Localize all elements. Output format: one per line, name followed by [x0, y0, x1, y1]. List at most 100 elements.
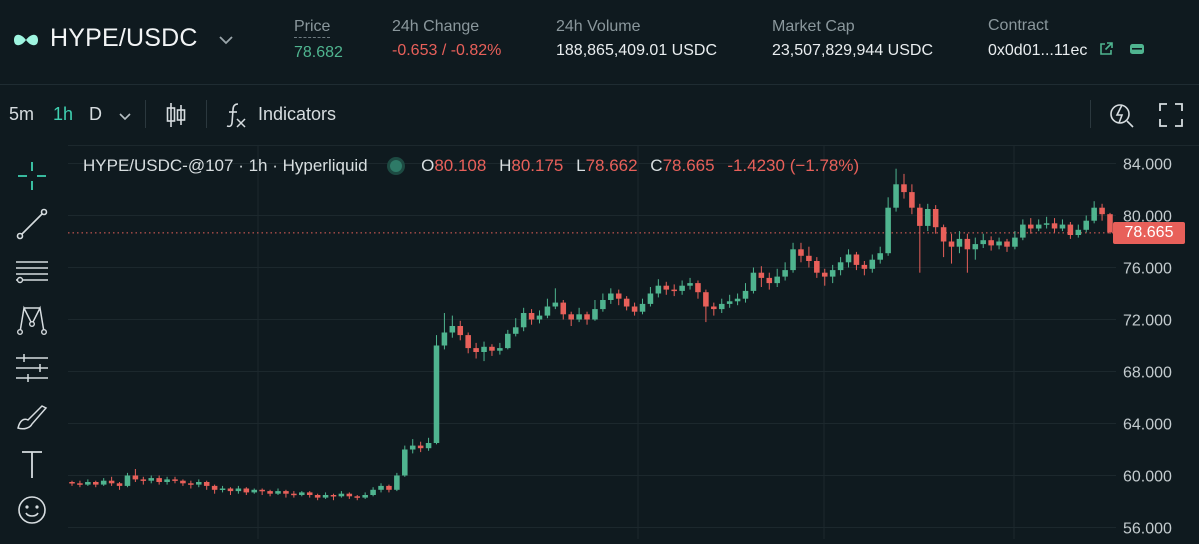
stat-value: 78.682 — [294, 44, 343, 61]
candle-body — [703, 292, 709, 307]
candle-body — [552, 302, 559, 307]
candle-body — [227, 488, 234, 492]
candle-body — [726, 301, 733, 304]
candle-body — [314, 495, 321, 498]
candle-body — [77, 483, 83, 485]
fullscreen-icon[interactable] — [1158, 102, 1184, 128]
trendline-icon[interactable] — [14, 206, 50, 242]
candle-body — [402, 449, 408, 476]
candle-body — [267, 491, 273, 494]
candle-body — [655, 285, 662, 294]
indicators-button[interactable]: Indicators — [258, 104, 337, 124]
candle-body — [695, 283, 701, 293]
candle-body — [497, 348, 503, 351]
stat-contract: Contract 0x0d01...11ec — [988, 17, 1146, 60]
candle-body — [766, 277, 773, 284]
stat-24h-change: 24h Change -0.653 / -0.82% — [392, 18, 501, 60]
candle-body — [338, 493, 345, 497]
candle-body — [188, 483, 194, 485]
brush-icon[interactable] — [14, 398, 50, 434]
measure-icon[interactable] — [14, 350, 50, 386]
candle-body — [600, 300, 606, 310]
interval-1h[interactable]: 1h — [53, 104, 74, 124]
candle-body — [449, 326, 456, 333]
candle-body — [1004, 241, 1010, 247]
legend-close-label: C — [650, 156, 663, 175]
candle-body — [956, 238, 963, 247]
candle-body — [576, 314, 582, 320]
stat-label: 24h Volume — [556, 18, 641, 35]
candle-body — [330, 495, 337, 497]
candle-body — [69, 482, 75, 484]
candle-body — [140, 479, 147, 481]
candle-body — [615, 293, 622, 299]
candle-body — [814, 261, 820, 273]
legend-high-label: H — [499, 156, 512, 175]
candle-body — [1099, 207, 1105, 215]
stat-label: Market Cap — [772, 18, 855, 35]
candle-body — [235, 488, 242, 492]
wallet-icon[interactable] — [1128, 41, 1146, 57]
legend-change: -1.4230 (−1.78%) — [727, 156, 860, 175]
interval-d[interactable]: D — [89, 104, 102, 124]
y-tick-label: 84.000 — [1123, 157, 1172, 174]
interval-5m[interactable]: 5m — [9, 104, 35, 124]
candle-body — [1083, 220, 1090, 230]
legend-open-label: O — [421, 156, 435, 175]
fx-icon[interactable] — [224, 101, 248, 129]
y-tick-label: 68.000 — [1123, 365, 1172, 382]
candle-body — [742, 290, 749, 299]
candle-body — [132, 475, 139, 480]
y-tick-label: 80.000 — [1123, 209, 1172, 226]
candle-body — [275, 491, 281, 494]
candlestick-chart[interactable]: 84.000 80.000 76.000 72.000 68.000 64.000 60.0… — [68, 146, 1199, 539]
horizontal-lines-icon[interactable] — [14, 254, 50, 290]
candle-body — [623, 298, 630, 307]
price-chart[interactable]: 84.000 80.000 76.000 72.000 68.000 64.000 60.0… — [68, 145, 1199, 539]
candle-body — [1027, 224, 1034, 229]
candle-body — [211, 485, 218, 490]
candle-body — [164, 479, 170, 482]
candle-body — [489, 346, 495, 351]
stat-label: Price — [294, 18, 331, 38]
candle-body — [1075, 229, 1082, 235]
market-header: HYPE/USDC Price 78.682 24h Change -0.653… — [0, 0, 1199, 85]
lightning-settings-icon[interactable] — [1108, 100, 1136, 130]
candle-body — [821, 272, 828, 277]
chevron-down-icon[interactable] — [117, 108, 133, 124]
candle-body — [639, 303, 646, 312]
candle-body — [798, 249, 804, 256]
text-icon[interactable] — [14, 446, 50, 482]
external-link-icon[interactable] — [1098, 41, 1114, 57]
stat-label: 24h Change — [392, 18, 480, 35]
candle-body — [829, 270, 836, 277]
crosshair-icon[interactable] — [14, 158, 50, 194]
candle-body — [441, 332, 448, 346]
candle-body — [299, 492, 305, 495]
contract-address: 0x0d01...11ec — [988, 41, 1146, 60]
candle-body — [473, 348, 479, 352]
chevron-down-icon[interactable] — [216, 30, 236, 50]
candle-body — [1035, 224, 1042, 229]
y-tick-label: 76.000 — [1123, 261, 1172, 278]
emoji-icon[interactable] — [14, 492, 50, 528]
candle-body — [853, 254, 860, 265]
toolbar-divider — [206, 100, 207, 128]
pair-selector-label[interactable]: HYPE/USDC — [50, 24, 198, 52]
candle-body — [92, 482, 99, 485]
candle-body — [996, 241, 1002, 246]
candle-body — [378, 485, 384, 490]
candle-body — [806, 255, 812, 261]
candle-body — [671, 289, 677, 292]
candle-type-icon[interactable] — [164, 101, 188, 129]
pattern-icon[interactable] — [14, 302, 50, 338]
candle-body — [988, 240, 994, 246]
candle-body — [679, 285, 685, 291]
stat-value: 188,865,409.01 USDC — [556, 42, 717, 59]
candle-body — [1051, 223, 1058, 229]
contract-value[interactable]: 0x0d01...11ec — [988, 42, 1088, 59]
candle-body — [964, 238, 971, 250]
candle-body — [505, 333, 511, 349]
stat-24h-volume: 24h Volume 188,865,409.01 USDC — [556, 18, 717, 60]
candle-body — [180, 480, 186, 484]
